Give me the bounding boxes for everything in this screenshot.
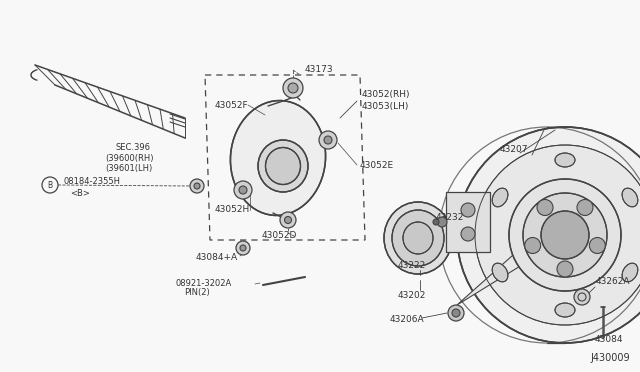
Circle shape — [457, 127, 640, 343]
Text: 43052(RH): 43052(RH) — [362, 90, 410, 99]
Circle shape — [525, 237, 541, 253]
Circle shape — [509, 179, 621, 291]
Circle shape — [190, 179, 204, 193]
Text: PIN(2): PIN(2) — [184, 289, 210, 298]
Ellipse shape — [230, 100, 326, 215]
Text: (39600(RH): (39600(RH) — [105, 154, 154, 163]
Text: 43232: 43232 — [436, 212, 465, 221]
Circle shape — [574, 289, 590, 305]
Ellipse shape — [555, 153, 575, 167]
Circle shape — [475, 145, 640, 325]
Text: 43207: 43207 — [500, 145, 529, 154]
Circle shape — [194, 183, 200, 189]
Text: 43052H: 43052H — [215, 205, 250, 215]
Circle shape — [448, 305, 464, 321]
Circle shape — [557, 261, 573, 277]
Text: 43262A: 43262A — [596, 278, 630, 286]
Text: 43206A: 43206A — [390, 315, 424, 324]
Polygon shape — [446, 192, 490, 252]
Circle shape — [319, 131, 337, 149]
Circle shape — [240, 245, 246, 251]
Ellipse shape — [622, 263, 638, 282]
Ellipse shape — [492, 263, 508, 282]
Text: 08921-3202A: 08921-3202A — [175, 279, 231, 288]
Text: 43084+A: 43084+A — [196, 253, 238, 263]
Circle shape — [461, 227, 475, 241]
Circle shape — [461, 203, 475, 217]
Circle shape — [541, 211, 589, 259]
Ellipse shape — [403, 222, 433, 254]
Text: 43222: 43222 — [398, 260, 426, 269]
Text: 43202: 43202 — [398, 291, 426, 299]
Ellipse shape — [266, 148, 301, 185]
Text: <B>: <B> — [70, 189, 90, 198]
Text: 43052E: 43052E — [360, 160, 394, 170]
Circle shape — [537, 199, 553, 215]
Text: 43052F: 43052F — [215, 100, 248, 109]
Ellipse shape — [384, 202, 452, 274]
Text: 43173: 43173 — [305, 65, 333, 74]
Text: 43084: 43084 — [595, 336, 623, 344]
Circle shape — [288, 83, 298, 93]
Text: 43053(LH): 43053(LH) — [362, 103, 410, 112]
Text: J430009: J430009 — [590, 353, 630, 363]
Polygon shape — [457, 222, 556, 305]
Circle shape — [236, 241, 250, 255]
Ellipse shape — [492, 188, 508, 207]
Circle shape — [283, 78, 303, 98]
Text: B: B — [47, 180, 52, 189]
Circle shape — [239, 186, 247, 194]
Circle shape — [577, 199, 593, 215]
Circle shape — [324, 136, 332, 144]
Circle shape — [280, 212, 296, 228]
Circle shape — [452, 309, 460, 317]
Ellipse shape — [622, 188, 638, 207]
Circle shape — [589, 237, 605, 253]
Text: 08184-2355H: 08184-2355H — [64, 177, 121, 186]
Circle shape — [285, 217, 291, 224]
Circle shape — [234, 181, 252, 199]
Ellipse shape — [555, 303, 575, 317]
Text: SEC.396: SEC.396 — [115, 144, 150, 153]
Circle shape — [433, 219, 439, 225]
Circle shape — [437, 217, 447, 227]
Ellipse shape — [258, 140, 308, 192]
Circle shape — [523, 193, 607, 277]
Text: (39601(LH): (39601(LH) — [105, 164, 152, 173]
Ellipse shape — [392, 210, 444, 266]
Text: 43052D: 43052D — [262, 231, 298, 240]
